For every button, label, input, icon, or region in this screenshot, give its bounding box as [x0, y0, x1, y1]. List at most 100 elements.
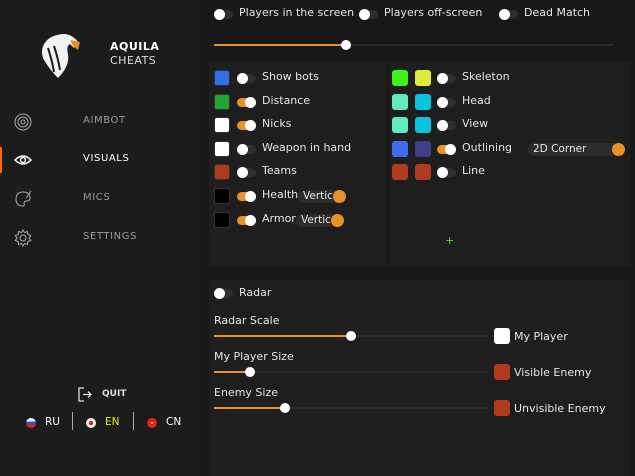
item-label: Line: [462, 164, 485, 178]
nav-mics[interactable]: MICS: [0, 184, 200, 214]
color-swatch[interactable]: [214, 164, 230, 181]
top-slider[interactable]: [214, 40, 614, 50]
option-label: Dead Match: [524, 6, 591, 19]
toggle-armor[interactable]: [237, 214, 256, 226]
color-swatch[interactable]: [415, 70, 431, 86]
color-swatch[interactable]: [214, 211, 230, 228]
slider-label: My Player Size: [214, 350, 294, 363]
slider-label: Radar Scale: [214, 314, 280, 327]
item-label: View: [462, 117, 489, 131]
color-swatch[interactable]: [415, 140, 431, 157]
brand-name: AQUILA: [110, 40, 160, 53]
divider: [133, 412, 134, 430]
color-swatch[interactable]: [494, 400, 510, 416]
brand-subtitle: CHEATS: [110, 54, 157, 67]
dropdown-value: Vertical: [301, 213, 341, 226]
chevron-down-icon: [612, 142, 625, 156]
lang-en[interactable]: EN: [86, 415, 131, 431]
dropdown-value: 2D Corner: [533, 142, 587, 155]
divider: [72, 412, 73, 430]
slider-my-player-size[interactable]: [214, 367, 488, 377]
slider-radar-scale[interactable]: [214, 331, 488, 341]
color-swatch[interactable]: [392, 164, 408, 181]
color-swatch[interactable]: [214, 93, 230, 110]
item-label: Show bots: [262, 70, 319, 83]
esp-panel-left: [209, 62, 387, 266]
lang-label: CN: [166, 416, 182, 428]
flag-icon: [26, 418, 36, 428]
radar-label: Radar: [239, 286, 272, 299]
color-swatch[interactable]: [415, 117, 431, 134]
lang-label: RU: [45, 416, 60, 428]
color-swatch[interactable]: [214, 140, 230, 157]
slider-thumb[interactable]: [280, 403, 291, 413]
color-swatch[interactable]: [392, 70, 408, 86]
slider-enemy-size[interactable]: [214, 403, 488, 413]
toggle-radar[interactable]: [214, 288, 233, 299]
toggle[interactable]: [359, 9, 378, 20]
chevron-down-icon: [333, 190, 346, 203]
toggle-skeleton[interactable]: [437, 73, 456, 84]
gear-icon: [14, 229, 32, 247]
color-label: Unvisible Enemy: [514, 402, 606, 415]
color-label: My Player: [514, 330, 568, 343]
nav-aimbot[interactable]: AIMBOT: [0, 107, 200, 137]
option-label: Players off-screen: [384, 6, 483, 19]
item-label: Weapon in hand: [262, 140, 352, 154]
color-swatch[interactable]: [392, 140, 408, 157]
toggle-view[interactable]: [437, 120, 456, 132]
dropdown-value: Vertical: [303, 190, 343, 202]
mode-dropdown[interactable]: Vertical: [296, 213, 344, 227]
option-label: Players in the screen: [239, 6, 355, 19]
color-swatch[interactable]: [415, 164, 431, 181]
toggle-outlining[interactable]: [437, 143, 456, 155]
toggle-teams[interactable]: [237, 167, 256, 179]
item-label: Armor: [262, 211, 296, 225]
nav-visuals[interactable]: VISUALS: [0, 145, 200, 175]
color-swatch[interactable]: [392, 117, 408, 134]
item-label: Nicks: [262, 117, 292, 131]
lang-ru[interactable]: RU: [26, 415, 71, 431]
color-swatch[interactable]: [494, 328, 510, 344]
toggle-weapon-in-hand[interactable]: [237, 143, 256, 155]
target-icon: [14, 113, 32, 131]
eagle-logo: [42, 34, 80, 78]
color-swatch[interactable]: [214, 70, 230, 86]
mode-dropdown[interactable]: Vertical: [298, 190, 346, 203]
color-swatch[interactable]: [214, 188, 230, 204]
toggle-distance[interactable]: [237, 96, 256, 108]
item-label: Head: [462, 93, 491, 107]
flag-icon: [147, 418, 157, 428]
toggle-show-bots[interactable]: [237, 73, 256, 84]
item-label: Distance: [262, 93, 311, 107]
add-button[interactable]: +: [445, 234, 455, 247]
color-label: Visible Enemy: [514, 366, 592, 379]
quit-button[interactable]: QUIT: [78, 386, 138, 404]
radar-panel: [209, 280, 630, 476]
color-swatch[interactable]: [392, 93, 408, 110]
toggle-nicks[interactable]: [237, 120, 256, 132]
slider-thumb[interactable]: [346, 331, 356, 341]
toggle[interactable]: [499, 9, 518, 20]
item-label: Health: [262, 188, 299, 201]
item-label: Outlining: [462, 140, 513, 154]
toggle-line[interactable]: [437, 167, 456, 179]
slider-thumb[interactable]: [244, 367, 255, 377]
nav-label: VISUALS: [83, 153, 130, 164]
mode-dropdown[interactable]: 2D Corner: [528, 142, 625, 156]
toggle-health[interactable]: [237, 191, 256, 202]
color-swatch[interactable]: [494, 364, 510, 380]
color-swatch[interactable]: [214, 117, 230, 134]
item-label: Teams: [262, 164, 297, 178]
lang-label: EN: [105, 416, 120, 428]
nav-label: SETTINGS: [83, 231, 138, 242]
nav-settings[interactable]: SETTINGS: [0, 223, 200, 253]
lang-cn[interactable]: CN: [147, 415, 192, 431]
toggle[interactable]: [214, 9, 233, 20]
slider-label: Enemy Size: [214, 386, 278, 399]
chevron-down-icon: [331, 213, 344, 227]
nav-label: MICS: [83, 192, 111, 203]
color-swatch[interactable]: [415, 93, 431, 110]
eye-icon: [14, 155, 32, 165]
toggle-head[interactable]: [437, 96, 456, 108]
